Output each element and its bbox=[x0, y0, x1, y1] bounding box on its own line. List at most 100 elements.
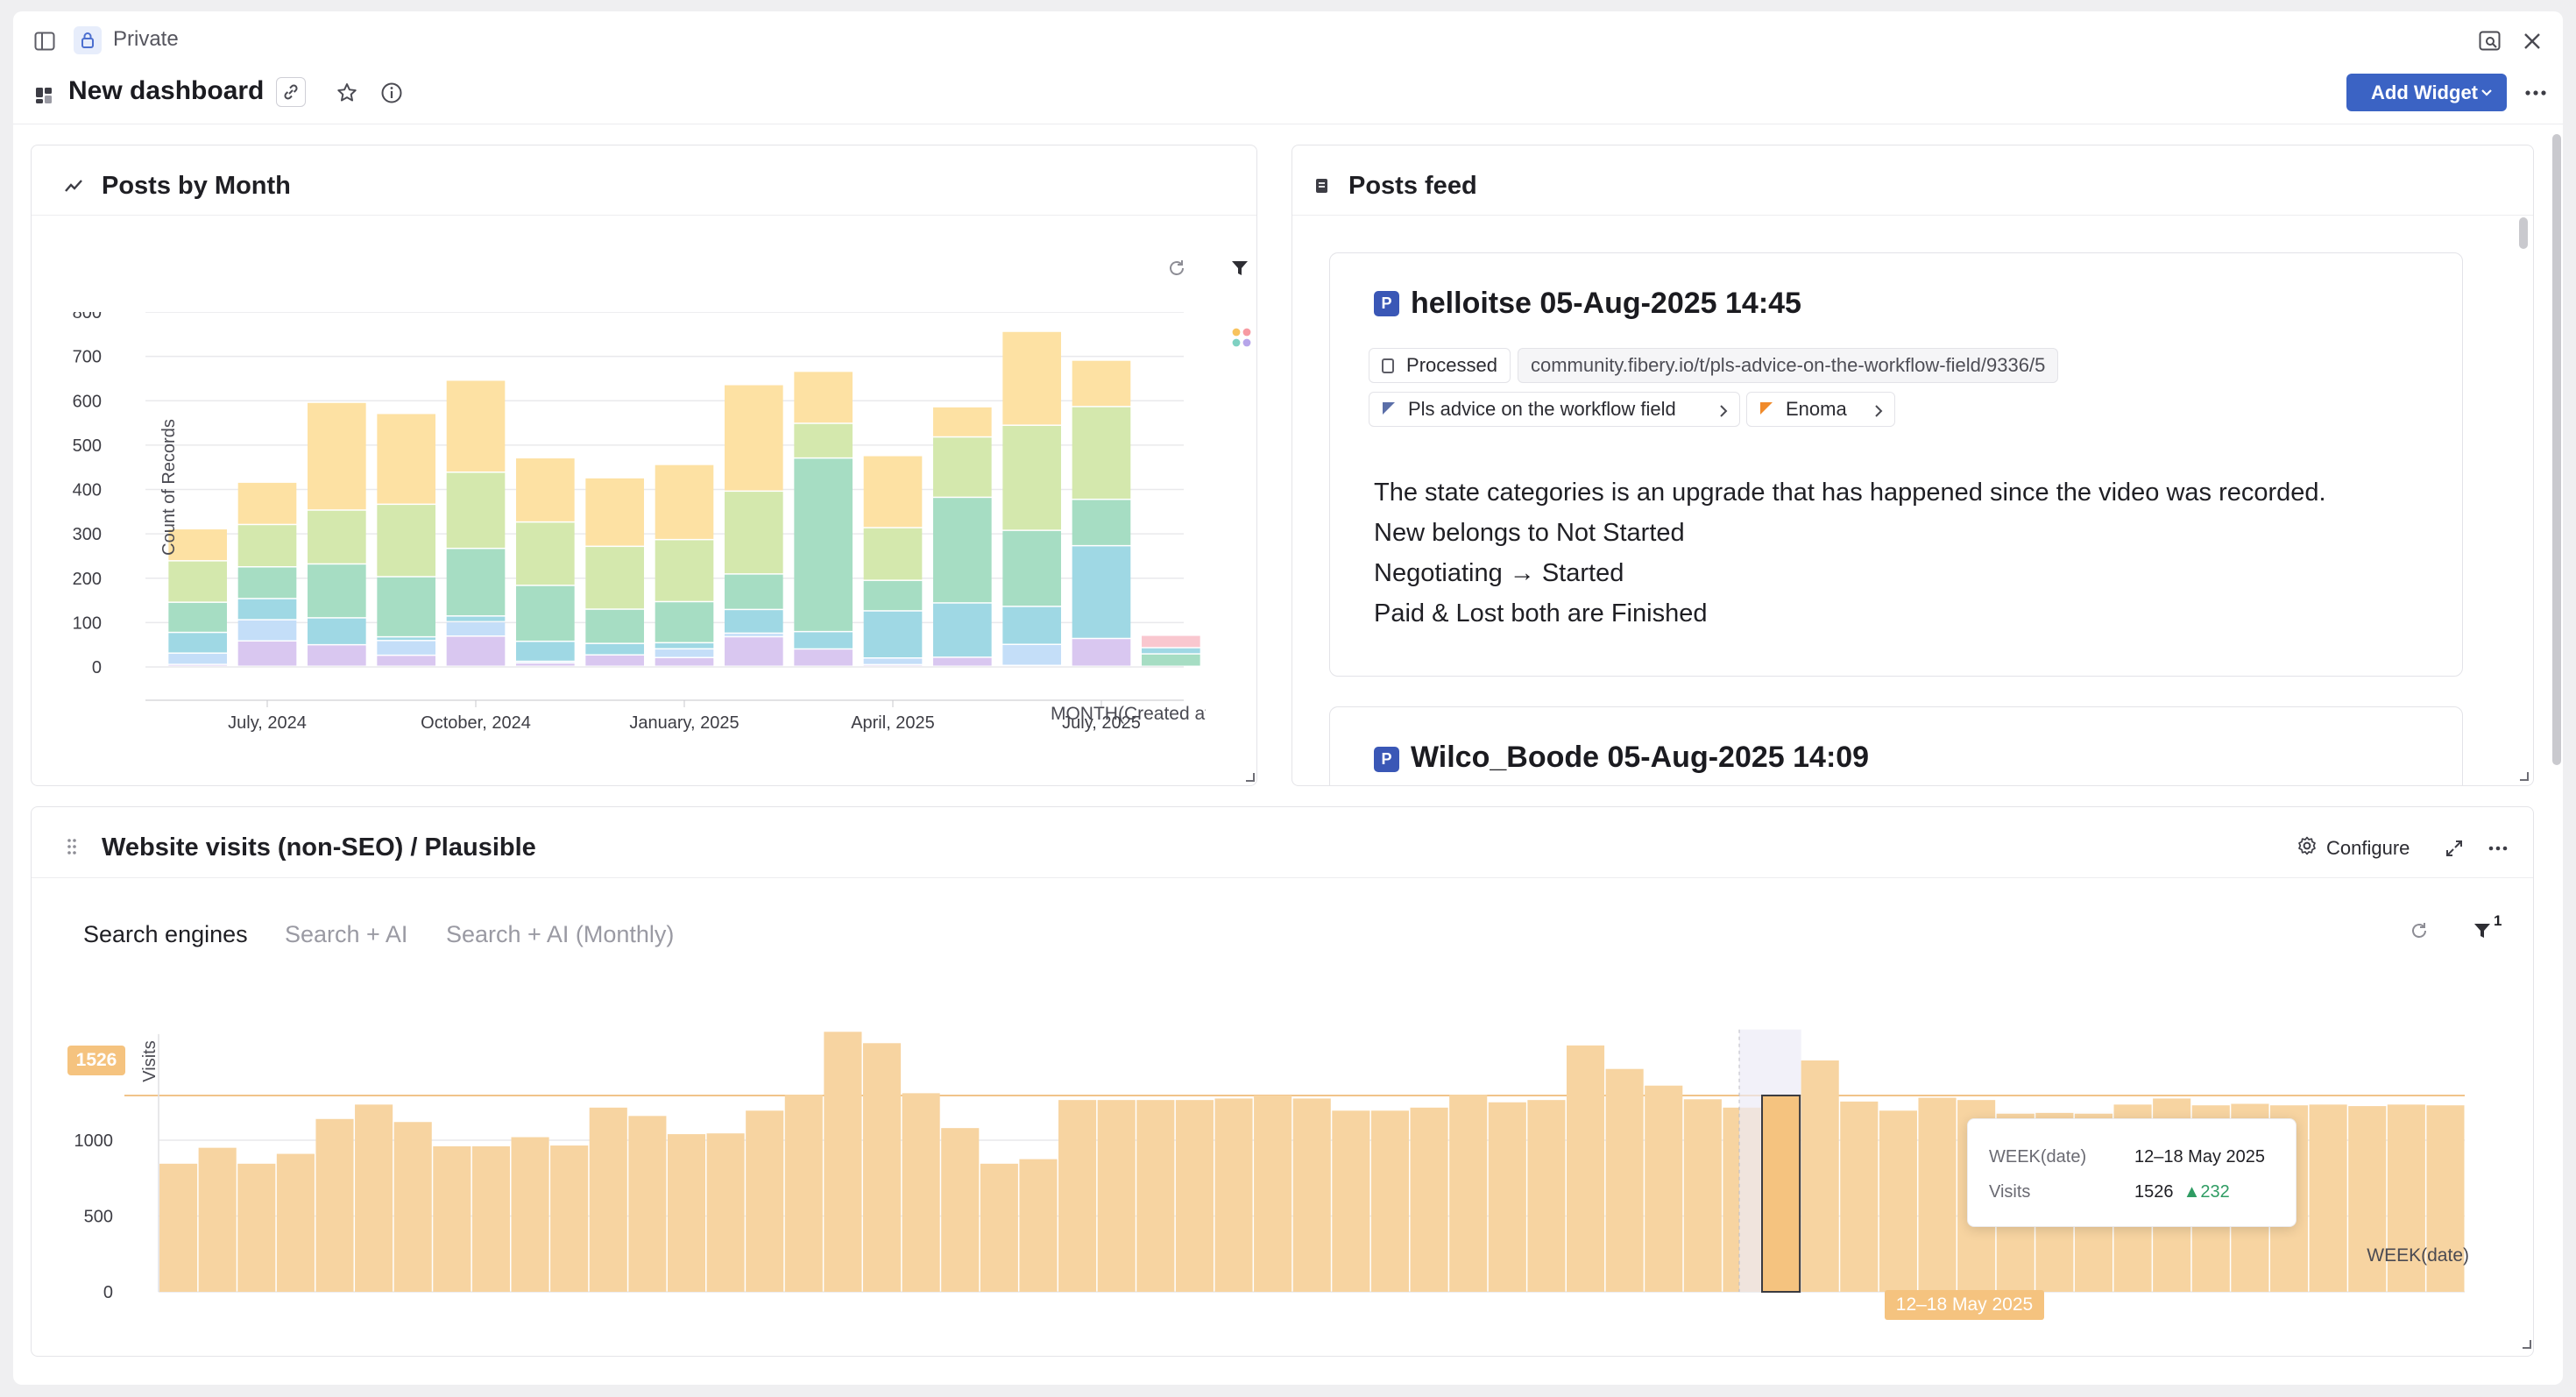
bar[interactable] bbox=[511, 1137, 549, 1292]
link-icon[interactable] bbox=[276, 77, 306, 107]
bar-segment[interactable] bbox=[1072, 639, 1131, 666]
bar-stack[interactable] bbox=[237, 482, 297, 666]
bar-segment[interactable] bbox=[377, 656, 435, 666]
bar-segment[interactable] bbox=[655, 464, 714, 539]
bar[interactable] bbox=[1449, 1095, 1488, 1292]
bar-stack[interactable] bbox=[655, 464, 714, 666]
bar-segment[interactable] bbox=[725, 492, 783, 574]
bar[interactable] bbox=[941, 1128, 980, 1292]
bar-segment[interactable] bbox=[725, 574, 783, 609]
bar[interactable] bbox=[1332, 1110, 1370, 1292]
bar-segment[interactable] bbox=[1072, 546, 1131, 638]
bar[interactable] bbox=[2426, 1105, 2465, 1292]
bar[interactable] bbox=[667, 1134, 706, 1292]
post-url-chip[interactable]: community.fibery.io/t/pls-advice-on-the-… bbox=[1518, 348, 2059, 383]
bar-segment[interactable] bbox=[237, 525, 297, 567]
bar-segment[interactable] bbox=[863, 611, 923, 658]
bar[interactable] bbox=[2348, 1106, 2387, 1292]
bar[interactable] bbox=[433, 1145, 471, 1292]
bar-segment[interactable] bbox=[655, 602, 714, 642]
bar[interactable] bbox=[1840, 1101, 1879, 1292]
filter-icon[interactable] bbox=[2469, 918, 2495, 944]
bar-segment[interactable] bbox=[308, 618, 366, 644]
bar[interactable] bbox=[746, 1110, 784, 1292]
bar-segment[interactable] bbox=[725, 385, 783, 491]
bar[interactable] bbox=[471, 1145, 510, 1292]
bar-segment[interactable] bbox=[655, 643, 714, 649]
bar[interactable] bbox=[902, 1093, 940, 1292]
close-icon[interactable] bbox=[2519, 28, 2545, 54]
refresh-icon[interactable] bbox=[1164, 255, 1190, 281]
bar-segment[interactable] bbox=[168, 561, 227, 602]
bar-segment[interactable] bbox=[863, 528, 923, 580]
bar-stack[interactable] bbox=[863, 456, 923, 666]
bar-stack[interactable] bbox=[1072, 360, 1131, 666]
bar-segment[interactable] bbox=[168, 602, 227, 632]
bar-segment[interactable] bbox=[516, 458, 575, 521]
bar-segment[interactable] bbox=[377, 641, 435, 655]
resize-handle-icon[interactable] bbox=[1243, 770, 1256, 783]
bar-segment[interactable] bbox=[237, 599, 297, 620]
bar-stack[interactable] bbox=[446, 380, 506, 666]
more-options-icon[interactable] bbox=[2521, 82, 2551, 104]
bar-segment[interactable] bbox=[446, 380, 506, 472]
expand-icon[interactable] bbox=[2441, 835, 2467, 862]
bar[interactable] bbox=[1136, 1100, 1175, 1292]
bar-segment[interactable] bbox=[377, 637, 435, 641]
relation-chip-topic[interactable]: Pls advice on the workflow field bbox=[1369, 392, 1740, 427]
bar-segment[interactable] bbox=[1002, 606, 1061, 644]
bar[interactable] bbox=[1019, 1159, 1058, 1292]
add-widget-button[interactable]: Add Widget bbox=[2346, 74, 2507, 111]
bar-segment[interactable] bbox=[1002, 530, 1061, 606]
bar[interactable] bbox=[784, 1095, 823, 1292]
refresh-icon[interactable] bbox=[2406, 918, 2432, 944]
bar[interactable] bbox=[980, 1163, 1018, 1292]
bar-segment[interactable] bbox=[585, 655, 644, 666]
post-card[interactable]: P Wilco_Boode 05-Aug-2025 14:09 bbox=[1329, 706, 2463, 785]
bar[interactable] bbox=[1879, 1110, 1917, 1292]
bar-segment[interactable] bbox=[446, 616, 506, 621]
processed-checkbox-chip[interactable]: Processed bbox=[1369, 348, 1511, 383]
bar-segment[interactable] bbox=[308, 645, 366, 666]
bar-stack[interactable] bbox=[377, 414, 435, 666]
configure-button[interactable]: Configure bbox=[2296, 835, 2410, 862]
bar-segment[interactable] bbox=[933, 407, 992, 436]
bar-segment[interactable] bbox=[377, 505, 435, 577]
bar-stack[interactable] bbox=[1142, 635, 1200, 666]
post-title[interactable]: Wilco_Boode 05-Aug-2025 14:09 bbox=[1411, 741, 1870, 774]
bar-segment[interactable] bbox=[1002, 425, 1061, 530]
bar[interactable] bbox=[628, 1116, 667, 1292]
resize-handle-icon[interactable] bbox=[2517, 769, 2530, 782]
bar-segment[interactable] bbox=[237, 567, 297, 599]
tab-search-engines[interactable]: Search engines bbox=[83, 921, 248, 947]
bar-segment[interactable] bbox=[516, 663, 575, 666]
bar-segment[interactable] bbox=[933, 437, 992, 497]
bar[interactable] bbox=[824, 1032, 862, 1292]
bar-segment[interactable] bbox=[585, 643, 644, 655]
bar-segment[interactable] bbox=[655, 658, 714, 666]
bar-segment[interactable] bbox=[168, 653, 227, 664]
bar-segment[interactable] bbox=[1002, 331, 1061, 425]
checkbox[interactable] bbox=[1382, 358, 1395, 373]
bar[interactable] bbox=[2309, 1104, 2347, 1292]
bar-segment[interactable] bbox=[168, 664, 227, 666]
bar-segment[interactable] bbox=[794, 372, 853, 423]
bar-stack[interactable] bbox=[1002, 331, 1061, 665]
drag-handle-icon[interactable] bbox=[63, 835, 81, 858]
bar-segment[interactable] bbox=[1072, 407, 1131, 499]
bar[interactable] bbox=[1292, 1098, 1331, 1292]
bar-segment[interactable] bbox=[446, 622, 506, 636]
bar[interactable] bbox=[276, 1153, 315, 1292]
bar[interactable] bbox=[237, 1163, 276, 1292]
bar-segment[interactable] bbox=[585, 478, 644, 546]
bar[interactable] bbox=[355, 1104, 393, 1292]
bar-segment[interactable] bbox=[585, 547, 644, 609]
bar[interactable] bbox=[393, 1122, 432, 1292]
bar-segment[interactable] bbox=[725, 610, 783, 633]
resize-handle-icon[interactable] bbox=[2520, 1337, 2532, 1350]
bar[interactable] bbox=[1801, 1060, 1839, 1292]
bar-segment[interactable] bbox=[863, 580, 923, 611]
sidebar-toggle-icon[interactable] bbox=[32, 29, 57, 53]
post-card[interactable]: P helloitse 05-Aug-2025 14:45 Processed … bbox=[1329, 252, 2463, 677]
filter-icon[interactable] bbox=[1227, 255, 1253, 281]
